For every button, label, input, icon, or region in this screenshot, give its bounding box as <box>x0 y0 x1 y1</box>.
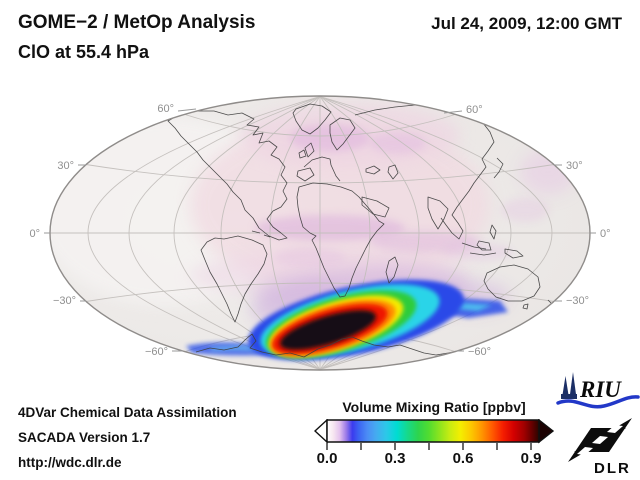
footer-line-version: SACADA Version 1.7 <box>18 430 151 445</box>
colorbar-tick-label-0.6: 0.6 <box>452 450 474 467</box>
colorbar-title: Volume Mixing Ratio [ppbv] <box>342 399 526 415</box>
colorbar-ticks <box>326 443 532 450</box>
page-subtitle: ClO at 55.4 hPa <box>18 42 150 62</box>
footer-line-assimilation: 4DVar Chemical Data Assimilation <box>18 405 237 420</box>
lat-label-left-60s: −60° <box>145 346 168 358</box>
dlr-logo: DLR <box>568 418 632 477</box>
latitude-labels: 60° 30° 0° −30° −60° 60° 30° 0° −30° −60… <box>29 103 610 358</box>
footer-text: 4DVar Chemical Data Assimilation SACADA … <box>18 400 237 475</box>
graticule <box>50 96 590 370</box>
dlr-emblem-icon <box>568 418 632 462</box>
riu-swoosh-icon <box>556 395 640 409</box>
colorbar-tick-label-0.3: 0.3 <box>384 450 406 467</box>
lat-label-left-60n: 60° <box>157 103 174 115</box>
page-title: GOME−2 / MetOp Analysis <box>18 12 256 33</box>
colorbar-right-arrow <box>538 419 554 444</box>
lat-label-right-30s: −30° <box>566 295 589 307</box>
colorbar-gradient-bar <box>326 419 540 443</box>
lat-label-right-0: 0° <box>600 228 611 240</box>
colorbar <box>314 419 554 450</box>
lat-label-right-60s: −60° <box>468 346 491 358</box>
colorbar-tick-label-0.0: 0.0 <box>316 450 338 467</box>
colorbar-tick-labels: 0.0 0.3 0.6 0.9 <box>314 450 554 470</box>
coastlines <box>167 103 559 358</box>
lat-label-left-0: 0° <box>29 228 40 240</box>
riu-logo-text: RIU <box>579 377 622 402</box>
colorbar-left-arrow <box>314 419 328 444</box>
clo-plume <box>186 279 508 361</box>
lat-label-right-30n: 30° <box>566 160 583 172</box>
lat-label-right-60n: 60° <box>466 104 483 116</box>
cathedral-icon <box>561 372 577 399</box>
lat-label-left-30n: 30° <box>57 160 74 172</box>
riu-logo: RIU <box>556 372 640 409</box>
colorbar-tick-label-0.9: 0.9 <box>520 450 542 467</box>
dlr-logo-text: DLR <box>594 460 631 477</box>
timestamp-label: Jul 24, 2009, 12:00 GMT <box>431 14 622 33</box>
lat-label-left-30s: −30° <box>53 295 76 307</box>
footer-line-url: http://wdc.dlr.de <box>18 455 122 470</box>
